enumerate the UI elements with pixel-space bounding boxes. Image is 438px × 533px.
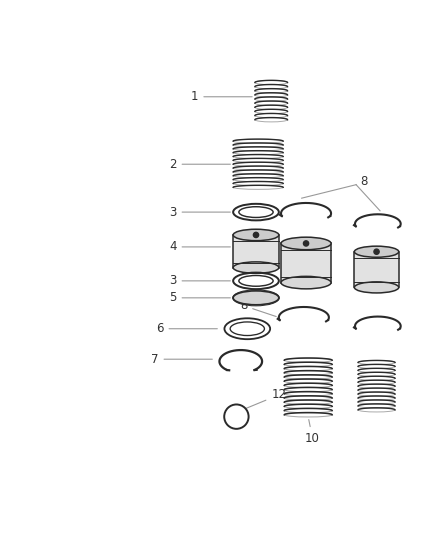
Circle shape [374, 249, 379, 254]
Text: 5: 5 [169, 292, 230, 304]
Ellipse shape [233, 291, 279, 305]
Text: 1: 1 [191, 90, 252, 103]
Text: 4: 4 [169, 240, 230, 253]
Text: 10: 10 [305, 419, 320, 445]
Text: 8: 8 [360, 175, 368, 188]
Text: 12: 12 [246, 389, 286, 408]
FancyBboxPatch shape [233, 235, 279, 268]
Ellipse shape [233, 229, 279, 241]
Ellipse shape [281, 276, 331, 289]
Ellipse shape [354, 282, 399, 293]
Ellipse shape [281, 237, 331, 249]
Text: 9: 9 [244, 264, 278, 277]
Circle shape [253, 232, 258, 238]
FancyBboxPatch shape [281, 244, 331, 282]
Text: 8: 8 [240, 299, 276, 317]
Text: 3: 3 [169, 206, 230, 219]
Ellipse shape [233, 262, 279, 273]
Circle shape [304, 241, 309, 246]
Text: 2: 2 [169, 158, 230, 171]
Text: 6: 6 [156, 322, 217, 335]
Text: 7: 7 [151, 353, 212, 366]
Ellipse shape [354, 246, 399, 257]
FancyBboxPatch shape [354, 252, 399, 287]
Text: 3: 3 [169, 274, 230, 287]
